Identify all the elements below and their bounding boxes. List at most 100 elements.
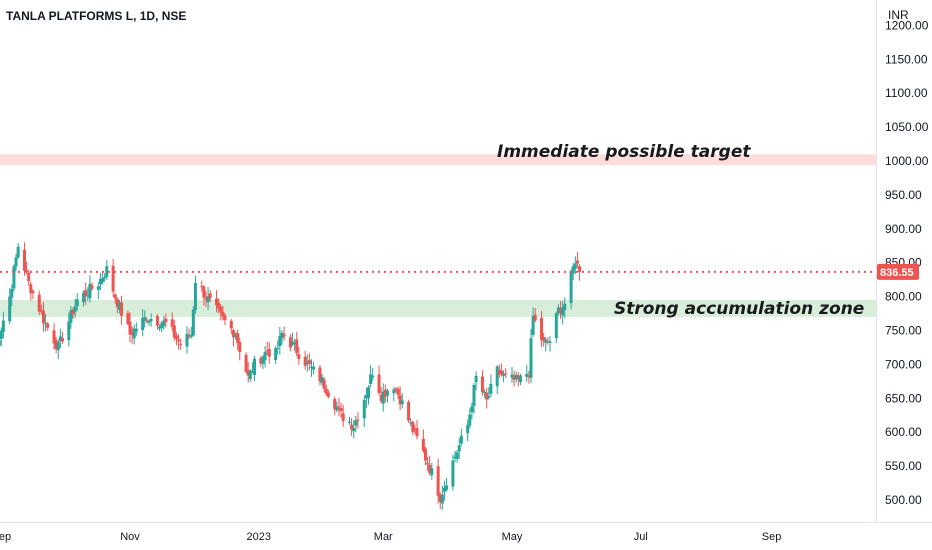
candle-body (259, 358, 263, 364)
price-tick-label: 1000.00 (885, 154, 929, 168)
price-tick-label: 950.00 (885, 188, 922, 202)
current-price-badge-bg (877, 263, 919, 280)
candle-body (324, 388, 328, 394)
candle-body (379, 395, 383, 402)
candle-body (236, 333, 240, 343)
candle-body (73, 306, 77, 313)
candle-body (120, 302, 124, 316)
candle-body (69, 310, 73, 323)
time-axis[interactable]: Sep Nov 2023 Mar May Jul Sep (0, 531, 781, 543)
candle-body (428, 464, 432, 473)
candle-body (278, 336, 282, 347)
candle-body (518, 375, 522, 383)
candle-body (187, 335, 191, 337)
zone-band-0 (0, 154, 876, 166)
candle-body (147, 321, 151, 323)
candles-layer (0, 242, 582, 510)
candle-body (117, 302, 121, 310)
candle-body (0, 340, 1, 346)
candle-body (453, 456, 457, 459)
candle-body (548, 341, 552, 343)
candle-body (497, 369, 501, 374)
candle-body (544, 339, 548, 343)
candle-body (274, 348, 278, 360)
candle-body (578, 266, 582, 272)
candle-body (347, 422, 351, 424)
price-tick-label: 750.00 (885, 324, 922, 338)
candle-body (489, 383, 493, 394)
candle-body (383, 389, 387, 397)
current-price-value: 836.55 (880, 267, 914, 279)
candle-body (58, 336, 62, 342)
candle-body (483, 391, 487, 393)
candle-body (430, 468, 434, 476)
candle-body (41, 310, 45, 323)
candle-body (56, 342, 60, 351)
candle-body (400, 400, 404, 405)
price-tick-label: 700.00 (885, 357, 922, 371)
candle-body (307, 360, 311, 365)
price-tick-label: 1100.00 (885, 86, 928, 100)
candle-body (293, 342, 297, 344)
candle-body (531, 316, 535, 336)
candle-body (438, 494, 442, 502)
candle-body (248, 370, 252, 380)
candle-body (105, 266, 109, 277)
candle-body (442, 487, 446, 492)
candle-body (113, 294, 117, 299)
candle-body (27, 272, 31, 282)
candle-body (185, 333, 189, 347)
candle-body (512, 376, 516, 380)
candle-body (377, 374, 381, 394)
candle-body (128, 321, 132, 335)
candle-body (39, 310, 43, 312)
candle-body (219, 306, 223, 313)
candle-body (86, 295, 90, 297)
time-tick-label: Sep (762, 531, 782, 543)
candle-body (158, 326, 162, 329)
candle-body (356, 419, 360, 421)
candle-body (132, 328, 136, 339)
candle-body (1, 320, 5, 333)
candle-body (229, 320, 233, 329)
candle-body (305, 361, 309, 364)
candle-body (37, 294, 41, 312)
candle-body (362, 400, 366, 419)
candle-body (208, 293, 212, 299)
candle-body (67, 321, 71, 341)
candle-body (516, 375, 520, 380)
target-zone-label: Immediate possible target (497, 142, 751, 162)
candle-body (206, 296, 210, 303)
accumulation-zone-label: Strong accumulation zone (614, 299, 864, 319)
candle-body (29, 284, 33, 294)
candle-body (71, 309, 75, 315)
time-tick-label: May (502, 531, 523, 543)
candle-body (25, 270, 29, 273)
candle-body (90, 285, 94, 289)
candle-body (297, 354, 301, 359)
candle-body (52, 330, 56, 344)
candle-body (436, 466, 440, 496)
candle-body (160, 323, 164, 329)
candle-body (569, 270, 573, 304)
candle-body (98, 279, 102, 285)
candle-body (339, 407, 343, 412)
candle-body (561, 307, 565, 316)
candle-body (88, 283, 92, 299)
price-axis[interactable]: 1200.00 1150.00 1100.00 1050.00 1000.00 950.0… (885, 18, 929, 507)
candle-body (303, 356, 307, 366)
candle-body (141, 318, 145, 331)
candle-body (191, 309, 195, 336)
candle-body (238, 342, 242, 353)
candle-body (312, 366, 316, 370)
candle-body (510, 374, 514, 378)
candle-body (231, 330, 235, 338)
candle-body (470, 406, 474, 413)
candle-body (204, 298, 208, 300)
candle-body (16, 246, 20, 258)
candle-body (82, 292, 86, 303)
candle-body (217, 302, 221, 309)
